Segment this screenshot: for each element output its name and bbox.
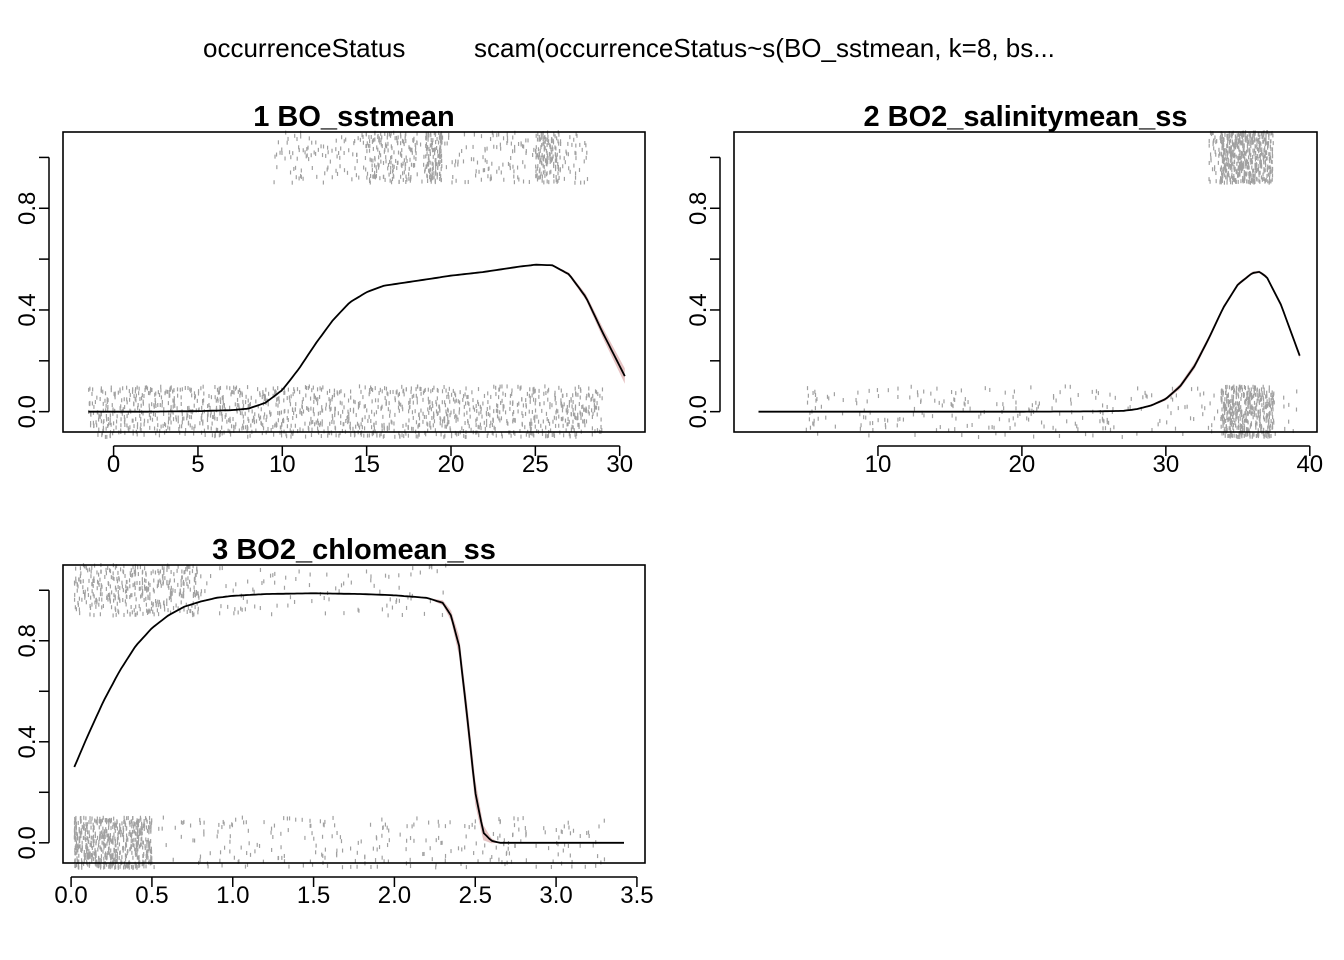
x-tick-label: 30 [1153,451,1180,478]
response-curve [73,592,624,844]
plot-frame [62,131,646,433]
figure-title-response: occurrenceStatus [203,33,405,63]
rug-points [805,130,1298,440]
y-axis: 0.0 0.4 0.8 [14,156,50,428]
y-tick-label: 0.4 [14,725,41,758]
x-tick-label: 10 [865,451,892,478]
x-tick-label: 0.0 [54,882,87,909]
panel-1: 1 BO_sstmean 0 5 10 15 20 25 30 0.0 0.4 0.8 [14,101,646,478]
response-curve [88,263,626,413]
panel-title: 1 BO_sstmean [253,101,455,133]
response-curve [758,270,1301,413]
x-tick-label: 1.0 [216,882,249,909]
x-tick-label: 5 [191,451,204,478]
y-tick-label: 0.4 [14,293,41,326]
x-tick-label: 25 [522,451,549,478]
x-tick-label: 1.5 [297,882,330,909]
figure-title-model: scam(occurrenceStatus~s(BO_sstmean, k=8,… [474,33,1055,63]
x-tick-label: 2.0 [378,882,411,909]
panel-title: 2 BO2_salinitymean_ss [863,101,1187,133]
panel-3: 3 BO2_chlomean_ss 0.0 0.5 1.0 1.5 2.0 2.5 3.0 3.… [14,534,654,909]
rug-points [88,130,604,440]
x-tick-label: 20 [1009,451,1036,478]
y-axis: 0.0 0.4 0.8 [14,589,50,859]
x-axis: 10 20 30 40 [865,445,1323,478]
x-tick-label: 30 [606,451,633,478]
x-tick-label: 2.5 [459,882,492,909]
x-tick-label: 20 [438,451,465,478]
panel-title: 3 BO2_chlomean_ss [212,534,496,566]
x-tick-label: 0.5 [135,882,168,909]
x-tick-label: 0 [107,451,120,478]
x-tick-label: 40 [1296,451,1323,478]
rug-points [73,563,606,871]
x-axis: 0.0 0.5 1.0 1.5 2.0 2.5 3.0 3.5 [54,876,654,909]
x-tick-label: 3.0 [539,882,572,909]
y-tick-label: 0.0 [14,395,41,428]
panel-2: 2 BO2_salinitymean_ss 10 20 30 40 0.0 0.4 0.8 [685,101,1323,478]
x-tick-label: 3.5 [620,882,653,909]
plot-frame [733,131,1318,433]
y-tick-label: 0.8 [14,192,41,225]
x-tick-label: 10 [269,451,296,478]
y-tick-label: 0.0 [14,826,41,859]
y-axis: 0.0 0.4 0.8 [685,156,721,428]
y-tick-label: 0.8 [685,192,712,225]
y-tick-label: 0.4 [685,293,712,326]
plot-frame [62,564,646,864]
x-axis: 0 5 10 15 20 25 30 [107,445,633,478]
y-tick-label: 0.0 [685,395,712,428]
x-tick-label: 15 [353,451,380,478]
y-tick-label: 0.8 [14,624,41,657]
